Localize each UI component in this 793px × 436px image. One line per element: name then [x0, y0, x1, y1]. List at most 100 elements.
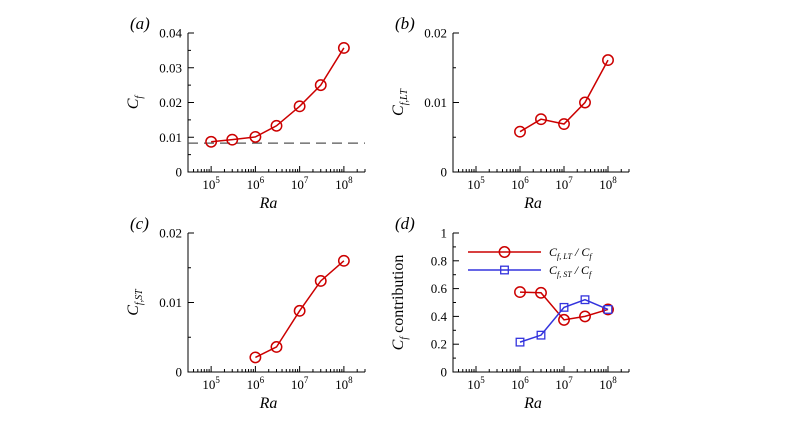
y-axis-label: Cf,ST [125, 288, 145, 316]
x-tick-exponent: 7 [568, 175, 573, 185]
x-tick-base: 10 [511, 377, 524, 392]
series-line [519, 291, 609, 321]
data-point-circle [293, 100, 306, 113]
x-tick-exponent: 5 [480, 375, 485, 385]
x-tick-label: 105 [202, 175, 220, 192]
x-tick-base: 10 [291, 177, 304, 192]
y-label-subscript: f,ST [134, 288, 145, 305]
y-label-main: C [125, 98, 142, 109]
x-tick-base: 10 [555, 377, 568, 392]
y-tick-label: 0.8 [431, 253, 447, 268]
y-tick-label: 0.02 [159, 95, 182, 110]
legend-tail-subscript: f [589, 270, 593, 279]
x-tick-label: 106 [247, 175, 265, 192]
y-tick-label: 0.02 [424, 26, 447, 41]
x-tick-base: 10 [202, 377, 215, 392]
x-tick-exponent: 8 [348, 375, 353, 385]
data-point-circle [314, 79, 327, 92]
y-label-main: C [390, 105, 407, 116]
axis-spine [187, 33, 365, 173]
data-point-circle [514, 286, 526, 299]
panel-label: (b) [395, 14, 415, 33]
data-point-circle [579, 96, 591, 109]
x-tick-label: 106 [247, 375, 265, 392]
x-tick-label: 108 [599, 375, 617, 392]
data-point-square [536, 330, 546, 340]
series-line [211, 47, 345, 143]
data-point-square [603, 304, 613, 314]
y-axis-label: Cf,LT [390, 88, 410, 116]
legend-tail: / C [572, 245, 590, 259]
x-axis-label: Ra [523, 195, 542, 212]
x-tick-label: 108 [335, 375, 353, 392]
series-line [255, 260, 345, 359]
y-tick-label: 0 [441, 165, 448, 180]
y-tick-label: 0 [441, 365, 448, 380]
data-point-circle [270, 341, 283, 353]
legend-tail: / C [572, 263, 590, 277]
legend-label: Cf, ST / Cf [549, 263, 593, 279]
y-tick-label: 0 [176, 365, 183, 380]
x-tick-exponent: 8 [612, 375, 617, 385]
panel-label: (d) [395, 214, 415, 233]
data-point-square [580, 295, 590, 305]
x-tick-base: 10 [599, 377, 612, 392]
y-axis-label: Cf contribution [390, 255, 410, 351]
panel-label: (a) [130, 14, 150, 33]
y-label-subscript: f,LT [399, 88, 410, 106]
axis-spine [452, 233, 629, 373]
data-point-circle [535, 113, 547, 126]
x-tick-label: 105 [467, 175, 485, 192]
legend-marker-circle [498, 246, 511, 258]
data-point-square [559, 302, 569, 312]
legend-label: Cf, LT / Cf [549, 245, 593, 261]
x-tick-base: 10 [511, 177, 524, 192]
data-point-circle [249, 130, 262, 143]
y-tick-label: 0.01 [159, 130, 182, 145]
y-tick-label: 1 [441, 226, 448, 241]
x-axis-label: Ra [259, 395, 278, 412]
y-tick-label: 0.6 [431, 281, 448, 296]
x-tick-exponent: 8 [612, 175, 617, 185]
legend-main: C [549, 263, 558, 277]
series-line [519, 59, 609, 133]
x-tick-base: 10 [335, 377, 348, 392]
axis-spine [187, 233, 365, 373]
x-tick-exponent: 5 [215, 375, 220, 385]
x-tick-exponent: 8 [348, 175, 353, 185]
legend-marker-square [500, 265, 509, 275]
x-tick-label: 107 [291, 175, 309, 192]
data-point-circle [602, 54, 614, 67]
y-label-suffix: contribution [390, 255, 407, 337]
series-line [519, 298, 609, 343]
x-tick-base: 10 [247, 377, 260, 392]
x-tick-label: 108 [599, 175, 617, 192]
legend-subscript: f, LT [557, 252, 573, 261]
data-point-circle [226, 133, 239, 146]
data-point-circle [535, 286, 547, 299]
y-axis-label: Cf [125, 95, 145, 110]
x-tick-base: 10 [467, 177, 480, 192]
legend-main: C [549, 245, 558, 259]
x-tick-label: 107 [555, 175, 573, 192]
y-tick-label: 0.03 [159, 60, 182, 75]
y-tick-label: 0.02 [159, 226, 182, 241]
y-tick-label: 0 [176, 165, 183, 180]
x-tick-exponent: 7 [304, 375, 309, 385]
data-point-circle [579, 310, 591, 323]
x-tick-label: 107 [555, 375, 573, 392]
panel-label: (c) [130, 214, 149, 233]
data-point-circle [337, 254, 350, 267]
x-tick-base: 10 [335, 177, 348, 192]
x-tick-exponent: 6 [524, 375, 529, 385]
y-tick-label: 0.01 [424, 95, 447, 110]
x-tick-label: 106 [511, 175, 529, 192]
data-point-circle [270, 119, 283, 132]
data-point-circle [293, 304, 306, 317]
y-tick-label: 0.2 [431, 337, 447, 352]
x-tick-base: 10 [599, 177, 612, 192]
x-axis-label: Ra [259, 195, 278, 212]
